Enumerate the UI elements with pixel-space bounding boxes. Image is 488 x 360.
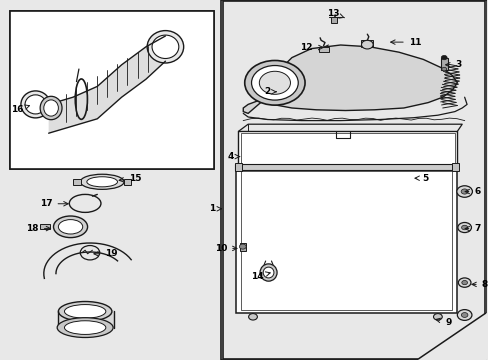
Text: 7: 7 [464, 224, 480, 233]
Circle shape [461, 225, 467, 230]
Bar [221, 0, 486, 360]
Ellipse shape [58, 302, 112, 321]
Polygon shape [243, 45, 456, 113]
Bar [221, 0, 486, 360]
Ellipse shape [263, 267, 273, 278]
Text: 11: 11 [390, 38, 420, 47]
Ellipse shape [44, 100, 58, 116]
Text: 15: 15 [119, 174, 141, 183]
Circle shape [460, 189, 467, 194]
Bar [440, 58, 447, 70]
Ellipse shape [152, 35, 179, 59]
Bar [450, 163, 458, 171]
Circle shape [440, 55, 446, 60]
Text: 4: 4 [227, 152, 239, 161]
Bar [238, 131, 456, 166]
Ellipse shape [433, 314, 441, 320]
Text: 5: 5 [414, 174, 427, 183]
Ellipse shape [53, 216, 87, 238]
Ellipse shape [248, 314, 257, 320]
Text: 13: 13 [326, 9, 344, 18]
Ellipse shape [80, 174, 124, 189]
Ellipse shape [260, 264, 277, 281]
Ellipse shape [58, 220, 82, 234]
Bar [0, 0, 221, 360]
Circle shape [460, 312, 467, 318]
Text: 14: 14 [250, 272, 270, 281]
Bar [318, 47, 329, 52]
Bar [236, 167, 456, 313]
Ellipse shape [64, 305, 105, 318]
Text: 9: 9 [435, 318, 450, 327]
Text: 12: 12 [300, 43, 323, 52]
Circle shape [457, 278, 470, 287]
Circle shape [441, 67, 446, 71]
Ellipse shape [87, 177, 117, 187]
Circle shape [259, 71, 290, 94]
Text: 8: 8 [471, 280, 487, 289]
Bar [73, 179, 81, 185]
Text: 10: 10 [214, 244, 237, 253]
Ellipse shape [21, 91, 50, 118]
Text: 6: 6 [464, 187, 480, 196]
Circle shape [461, 280, 467, 285]
Ellipse shape [64, 321, 105, 334]
Bar [235, 164, 457, 170]
Ellipse shape [40, 96, 62, 120]
Circle shape [239, 244, 245, 249]
Text: 16: 16 [11, 105, 29, 114]
Text: 2: 2 [263, 87, 275, 96]
Ellipse shape [57, 318, 113, 338]
Circle shape [361, 40, 372, 49]
Circle shape [457, 222, 470, 233]
Bar [331, 17, 337, 23]
Bar [360, 40, 372, 47]
Ellipse shape [25, 95, 46, 114]
Circle shape [456, 186, 471, 197]
Bar [10, 11, 214, 169]
Text: 18: 18 [26, 224, 51, 233]
Bar [240, 243, 245, 251]
Bar [235, 163, 242, 171]
Bar [10, 11, 214, 169]
Bar [58, 310, 114, 328]
Circle shape [456, 310, 471, 320]
Bar [40, 224, 49, 229]
Text: 3: 3 [445, 60, 460, 69]
Polygon shape [48, 36, 165, 133]
Bar [241, 133, 454, 164]
Text: 17: 17 [40, 199, 68, 208]
Circle shape [251, 66, 298, 100]
Circle shape [244, 60, 305, 105]
Text: 19: 19 [94, 249, 117, 258]
Polygon shape [418, 313, 485, 359]
Bar [123, 179, 131, 185]
Text: 1: 1 [208, 204, 221, 213]
Bar [241, 171, 451, 310]
Ellipse shape [147, 31, 183, 63]
Bar [223, 1, 484, 359]
